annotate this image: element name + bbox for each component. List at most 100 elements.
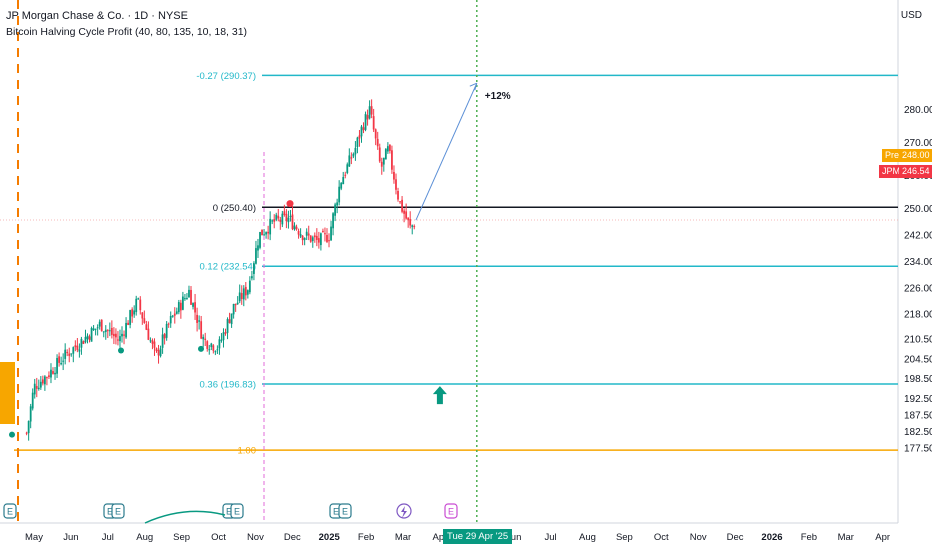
candle-body <box>98 321 101 327</box>
earnings-marker: E <box>230 503 244 519</box>
candle-body <box>342 177 345 185</box>
candle-body <box>220 339 223 341</box>
candle-body <box>27 421 30 434</box>
event-box <box>3 503 17 519</box>
candle-body <box>159 348 162 357</box>
indicator-label[interactable]: Bitcoin Halving Cycle Profit (40, 80, 13… <box>6 26 248 38</box>
candle-body <box>230 313 233 325</box>
sell-signal-dot <box>286 200 294 208</box>
candle-body <box>382 157 385 165</box>
projection-label: +12% <box>485 91 511 102</box>
candle-body <box>139 299 142 311</box>
candle-body <box>175 311 178 314</box>
candle-body <box>41 379 44 384</box>
candle-body <box>393 171 395 180</box>
candle-body <box>322 230 324 233</box>
buy-signal-dot <box>118 347 124 354</box>
dividend-bolt-shape <box>401 506 407 518</box>
candle-body <box>336 202 339 206</box>
symbol-label: JPM <box>879 165 903 178</box>
x-tick-label: Apr <box>875 532 890 543</box>
candle-body <box>102 331 105 333</box>
event-letter: E <box>7 507 13 517</box>
y-tick-label: 270.00 <box>904 138 932 149</box>
fib-level-label: 0.36 (196.83) <box>199 380 256 391</box>
left-marker-box <box>0 362 15 424</box>
candle-body <box>66 352 69 354</box>
x-tick-label: Jul <box>545 532 557 543</box>
candle-body <box>212 345 215 351</box>
candle-body <box>228 319 231 323</box>
x-tick-label: Nov <box>247 532 264 543</box>
candle-body <box>238 292 241 302</box>
candle-body <box>119 336 121 342</box>
x-tick-label: Aug <box>136 532 153 543</box>
y-tick-label: 198.50 <box>904 374 932 385</box>
candle-body <box>255 248 257 264</box>
candle-body <box>250 276 253 279</box>
candle-body <box>372 116 375 130</box>
candle-body <box>157 349 160 356</box>
x-tick-label: Nov <box>690 532 707 543</box>
y-tick-label: 250.00 <box>904 204 932 215</box>
candle-body <box>184 298 186 300</box>
candle-body <box>275 214 278 220</box>
candle-body <box>301 235 304 241</box>
earnings-marker: E <box>3 503 17 519</box>
candle-body <box>295 226 298 230</box>
event-box <box>111 503 125 519</box>
candle-body <box>389 144 391 151</box>
candle-body <box>196 314 198 323</box>
x-tick-label: Feb <box>801 532 817 543</box>
candle-body <box>317 238 320 243</box>
candle-body <box>277 215 280 219</box>
candle-body <box>334 204 337 216</box>
candle-body <box>401 199 403 212</box>
x-tick-label: Mar <box>838 532 854 543</box>
projection-arrow <box>415 82 478 221</box>
candle-body <box>169 315 172 324</box>
chart-title: JP Morgan Chase & Co. · 1D · NYSE <box>6 10 188 22</box>
y-tick-label: 280.00 <box>904 105 932 116</box>
candle-body <box>360 126 363 137</box>
candle-body <box>386 146 389 152</box>
grid <box>0 0 899 524</box>
y-tick-label: 177.50 <box>904 443 932 454</box>
candle-body <box>141 312 144 319</box>
candle-body <box>125 322 127 338</box>
candle-body <box>259 232 261 248</box>
currency-label[interactable]: USD <box>900 10 922 21</box>
candle-body <box>204 338 207 340</box>
candle-body <box>48 375 50 378</box>
candle-body <box>188 289 190 298</box>
candle-body <box>56 358 58 374</box>
premarket-price: 248.00 <box>899 149 932 162</box>
x-axis: May Jun Jul Aug Sep Oct Nov Dec 2025 Feb Mar Apr Jun… <box>25 532 890 543</box>
candle-body <box>35 385 38 389</box>
candle-body <box>352 153 355 157</box>
candle-body <box>171 315 174 317</box>
crosshair-date: Tue 29 Apr '25 <box>443 529 513 544</box>
candle-body <box>267 231 270 234</box>
candle-body <box>313 235 316 238</box>
candle-body <box>305 231 308 236</box>
candle-body <box>332 213 334 229</box>
candle-body <box>299 234 302 237</box>
candle-body <box>167 323 170 325</box>
candle-body <box>364 114 367 130</box>
candle-body <box>181 296 184 310</box>
candle-body <box>210 343 213 348</box>
x-tick-label: Oct <box>654 532 669 543</box>
candle-body <box>376 138 379 147</box>
candle-body <box>368 106 371 119</box>
fib-level-label: 1.00 <box>238 446 257 457</box>
candle-body <box>31 392 34 409</box>
candle-body <box>121 333 123 337</box>
candle-body <box>324 233 326 235</box>
candle-body <box>297 230 300 235</box>
candle-body <box>186 297 188 299</box>
candle-body <box>74 345 77 348</box>
candle-body <box>279 219 282 222</box>
y-tick-label: 242.00 <box>904 231 932 242</box>
